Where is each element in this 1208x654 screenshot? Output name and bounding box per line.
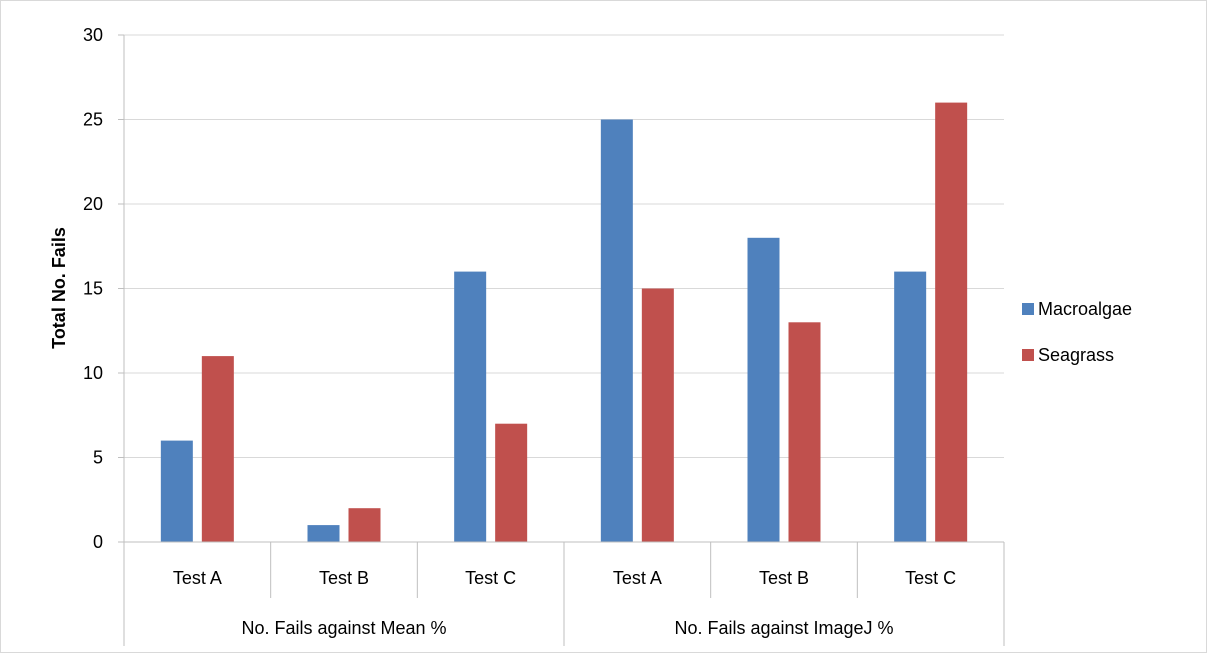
x-tick-label: Test A xyxy=(173,568,222,588)
y-tick-label: 10 xyxy=(83,363,103,383)
x-tick-label: Test A xyxy=(613,568,662,588)
bar-macroalgae xyxy=(747,237,780,543)
x-group-label: No. Fails against Mean % xyxy=(241,618,446,638)
x-tick-label: Test C xyxy=(905,568,956,588)
x-tick-label: Test B xyxy=(319,568,369,588)
y-tick-label: 30 xyxy=(83,25,103,45)
bar-seagrass xyxy=(348,508,381,542)
legend-swatch-macroalgae xyxy=(1022,303,1034,315)
bar-seagrass xyxy=(788,322,821,542)
y-tick-label: 25 xyxy=(83,110,103,130)
x-tick-label: Test C xyxy=(465,568,516,588)
legend-label: Macroalgae xyxy=(1038,299,1132,319)
bar-macroalgae xyxy=(454,271,487,542)
y-tick-label: 20 xyxy=(83,194,103,214)
x-group-label: No. Fails against ImageJ % xyxy=(674,618,893,638)
tick-labels: 0 5 10 15 20 25 30 Test A Test B Test C Test A Test… xyxy=(83,25,956,638)
bar-seagrass xyxy=(495,423,528,542)
bar-macroalgae xyxy=(307,525,340,542)
y-tick-label: 15 xyxy=(83,279,103,299)
bar-macroalgae xyxy=(600,119,633,542)
bar-macroalgae xyxy=(894,271,927,542)
axes xyxy=(118,34,1005,646)
bars xyxy=(160,102,968,543)
bar-seagrass xyxy=(641,288,674,542)
bar-seagrass xyxy=(935,102,968,542)
gridlines xyxy=(124,34,1004,458)
y-tick-label: 0 xyxy=(93,532,103,552)
x-tick-label: Test B xyxy=(759,568,809,588)
y-axis-title: Total No. Fails xyxy=(49,227,69,349)
bar-macroalgae xyxy=(160,440,193,542)
y-tick-label: 5 xyxy=(93,448,103,468)
legend: Macroalgae Seagrass xyxy=(1022,299,1132,365)
bar-seagrass xyxy=(201,356,234,542)
legend-swatch-seagrass xyxy=(1022,349,1034,361)
legend-label: Seagrass xyxy=(1038,345,1114,365)
